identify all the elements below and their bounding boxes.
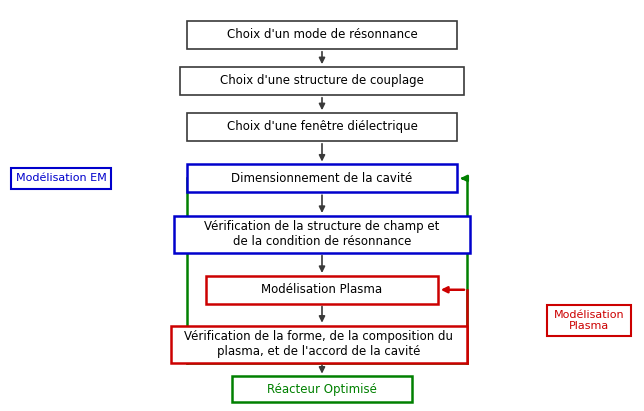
FancyBboxPatch shape [171, 326, 467, 363]
FancyBboxPatch shape [232, 376, 412, 402]
FancyBboxPatch shape [206, 276, 438, 304]
FancyBboxPatch shape [187, 113, 457, 141]
FancyBboxPatch shape [547, 305, 631, 336]
Text: Vérification de la forme, de la composition du
plasma, et de l'accord de la cavi: Vérification de la forme, de la composit… [184, 330, 453, 358]
Text: Choix d'une structure de couplage: Choix d'une structure de couplage [220, 74, 424, 88]
FancyBboxPatch shape [12, 168, 111, 189]
FancyBboxPatch shape [187, 164, 457, 192]
Text: Vérification de la structure de champ et
de la condition de résonnance: Vérification de la structure de champ et… [204, 220, 440, 248]
FancyBboxPatch shape [180, 67, 464, 95]
Text: Modélisation Plasma: Modélisation Plasma [261, 283, 383, 296]
Text: Modélisation
Plasma: Modélisation Plasma [554, 310, 625, 331]
FancyBboxPatch shape [187, 21, 457, 49]
Text: Modélisation EM: Modélisation EM [16, 173, 106, 183]
Text: Choix d'une fenêtre diélectrique: Choix d'une fenêtre diélectrique [227, 120, 417, 134]
Text: Dimensionnement de la cavité: Dimensionnement de la cavité [231, 172, 413, 185]
FancyBboxPatch shape [174, 216, 470, 253]
Text: Réacteur Optimisé: Réacteur Optimisé [267, 383, 377, 396]
Text: Choix d'un mode de résonnance: Choix d'un mode de résonnance [227, 28, 417, 42]
